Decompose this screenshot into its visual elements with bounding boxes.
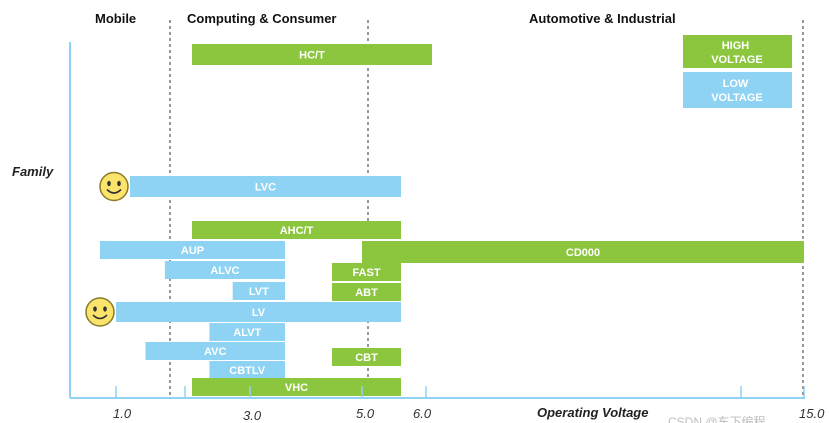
x-tick-label: 6.0 [413,406,432,421]
bar-label: FAST [352,267,380,279]
family-bars: HC/T LVC AHC/T AUP CD000 ALVC FAST LVT ABT LV ALVT… [85,44,805,398]
bar-fast [332,263,401,281]
bar-ahct [192,221,401,239]
x-tick-label: 15.0 [799,406,825,421]
watermark-text: CSDN @东下编程 [668,414,766,423]
x-tick-label: 1.0 [113,406,132,421]
bar-alvt [209,323,285,341]
bar-lvc [130,176,401,197]
bar-lvt [232,282,285,300]
bar-label: HC/T [299,50,325,62]
region-label-automotive: Automotive & Industrial [529,11,676,26]
bar-label: ALVC [210,265,239,277]
x-tick-label: 5.0 [356,406,375,421]
legend-swatch-high [683,35,792,68]
legend-label-low: LOW VOLTAGE [711,78,763,104]
bar-cbt [332,348,401,366]
y-axis-title: Family [12,164,54,179]
bar-alvc [164,261,285,279]
legend-low-line2: VOLTAGE [711,92,763,104]
bar-label: AVC [204,346,226,358]
bar-cd000 [362,241,804,263]
bar-label: ABT [355,287,378,299]
x-axis-title: Operating Voltage [537,405,648,420]
legend-high-line1: HIGH [722,40,750,52]
bar-hct [192,44,432,65]
bar-label: LVT [249,286,269,298]
bar-lv [116,302,401,322]
bar-avc [145,342,285,360]
x-tick-label: 3.0 [243,408,262,423]
bar-abt [332,283,401,301]
bar-vhc [192,378,401,396]
region-label-mobile: Mobile [95,11,136,26]
bar-label: ALVT [233,327,261,339]
bar-label: AUP [181,245,204,257]
region-label-computing: Computing & Consumer [187,11,337,26]
bar-label: CBT [355,352,378,364]
bar-aup [100,241,285,259]
bar-label: VHC [285,382,308,394]
bar-cbtlv [209,361,285,379]
bar-label: AHC/T [280,225,314,237]
bar-label: LV [252,307,266,319]
bar-label: LVC [255,182,276,194]
smiley-icon [85,297,115,327]
smiley-icon [99,171,129,202]
bar-label: CD000 [566,247,600,259]
legend-low-line1: LOW [723,78,749,90]
legend-high-line2: VOLTAGE [711,54,763,66]
legend-label-high: HIGH VOLTAGE [711,40,763,66]
bar-label: CBTLV [229,365,266,377]
legend-swatch-low [683,72,792,108]
